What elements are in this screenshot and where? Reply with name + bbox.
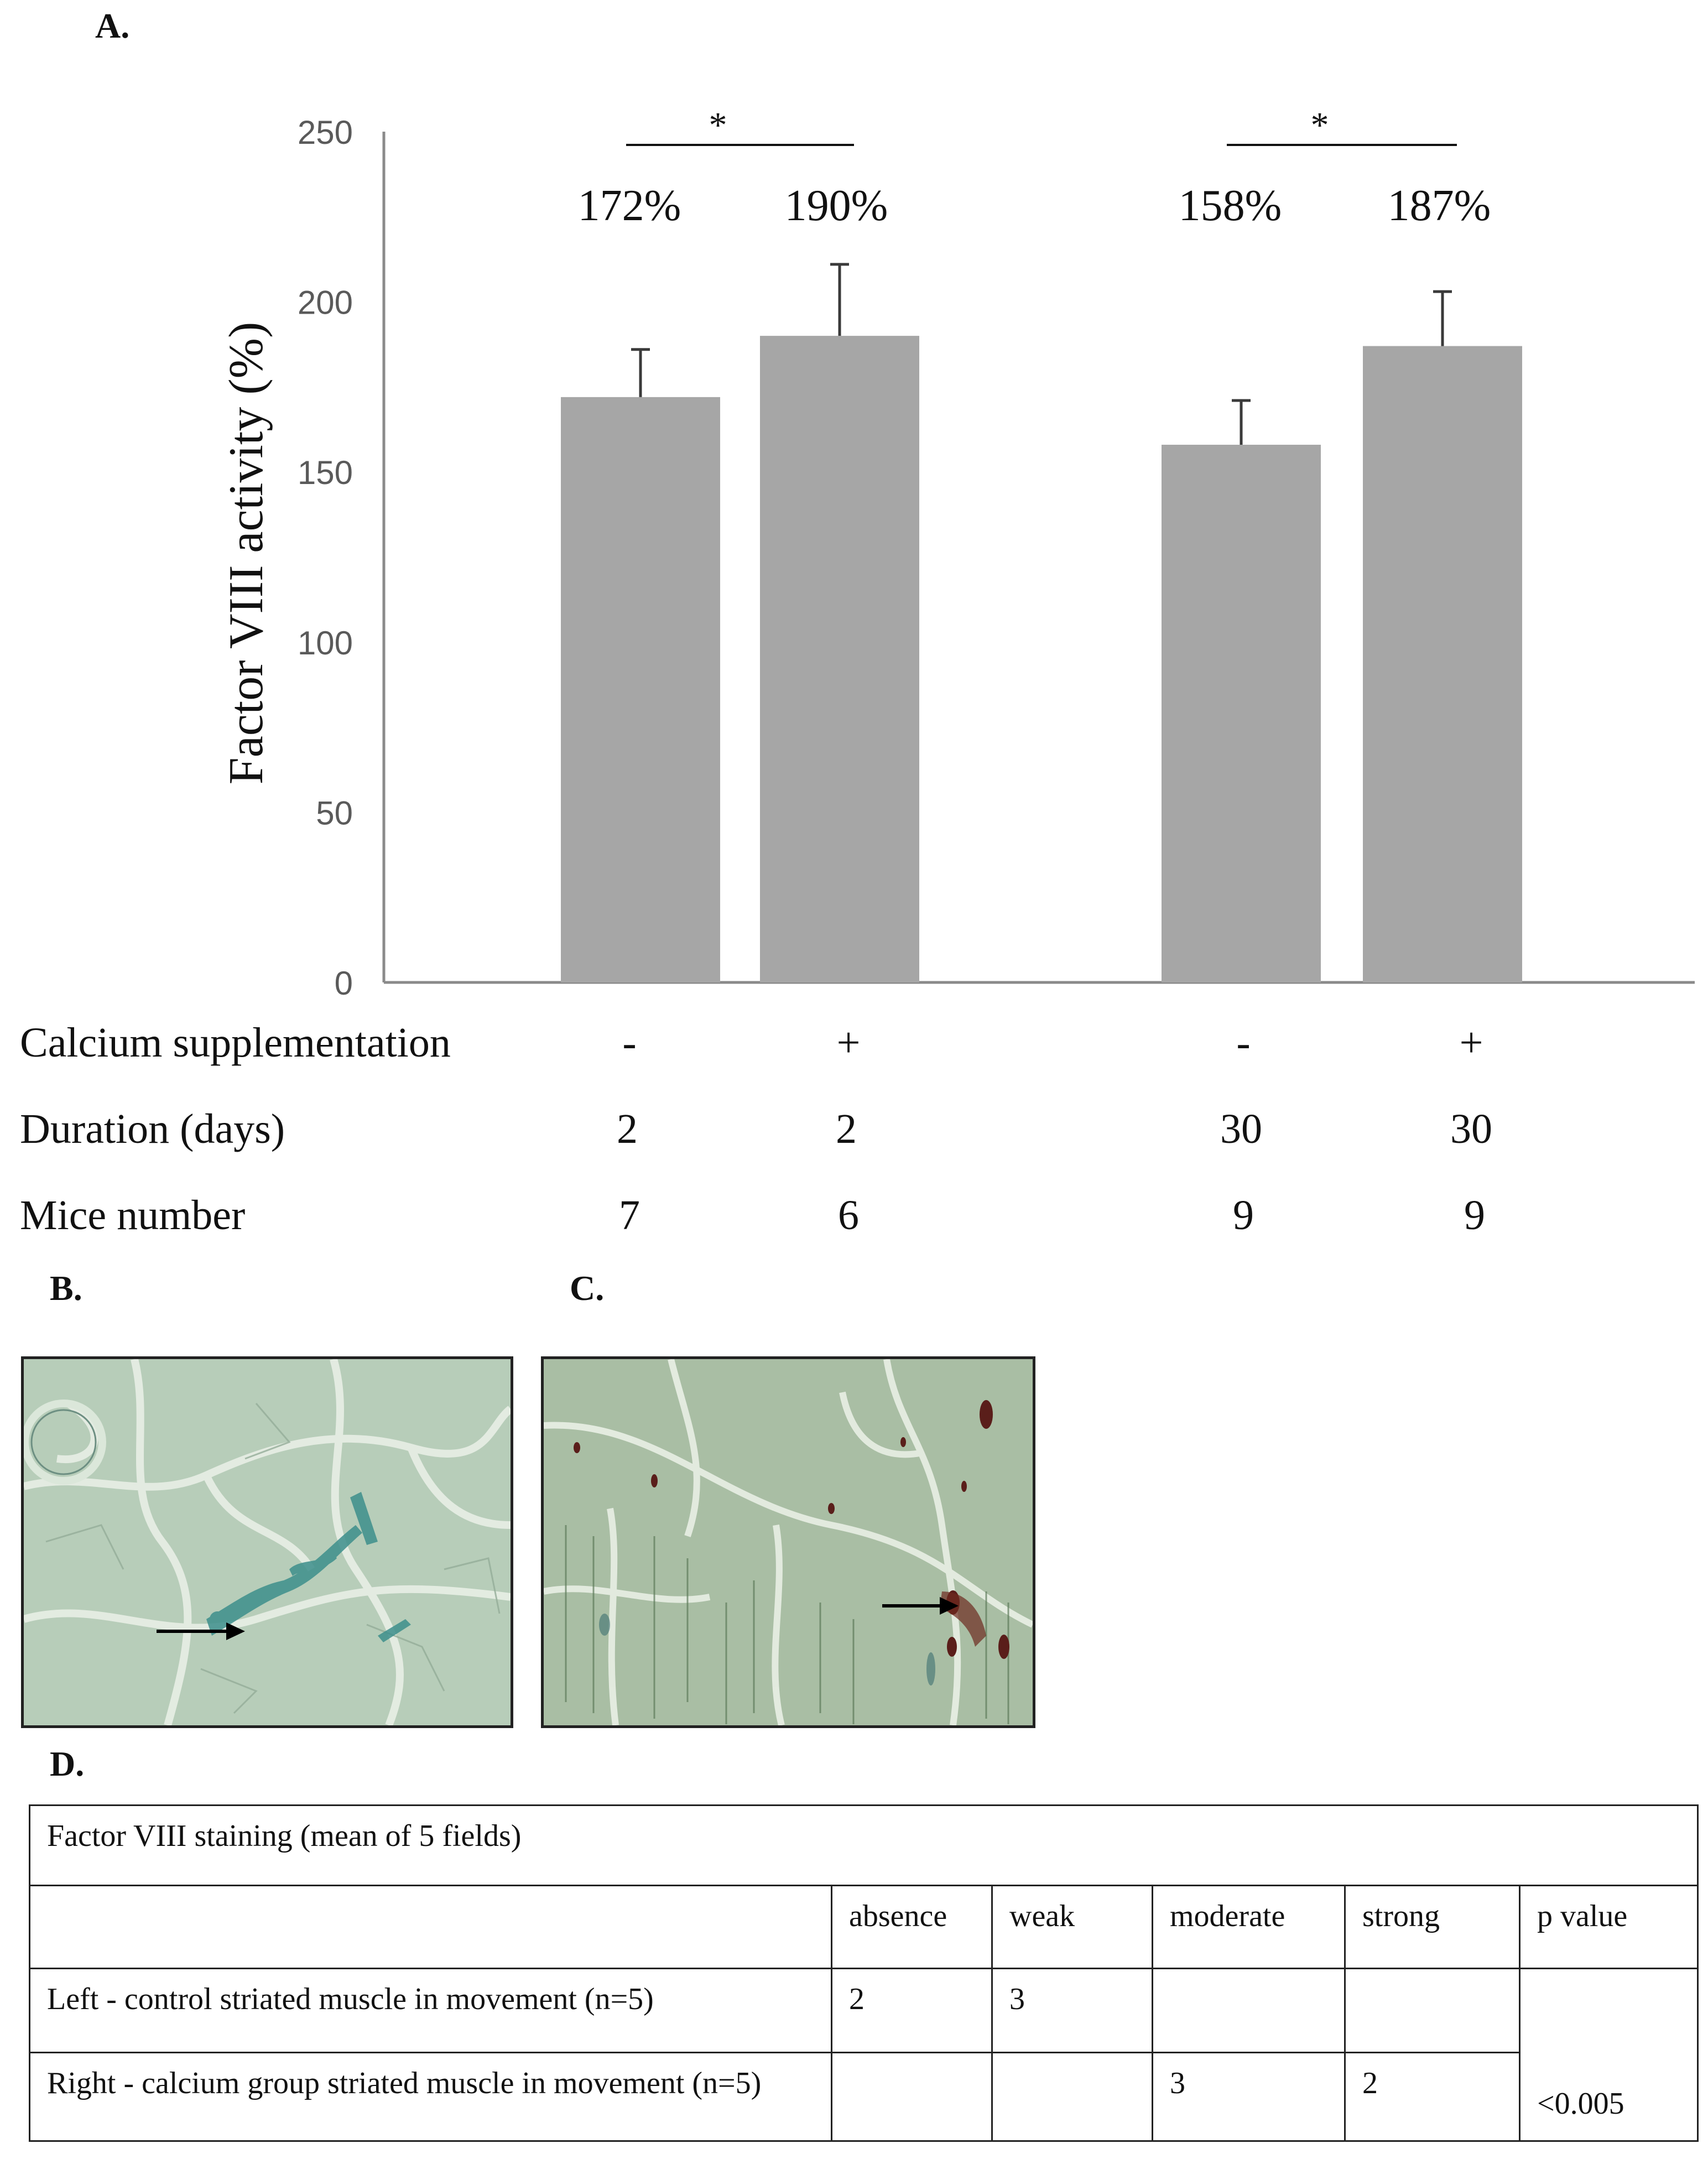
duration-value: 30: [1220, 1106, 1262, 1152]
y-tick-label: 250: [298, 114, 353, 151]
duration-row-label: Duration (days): [20, 1106, 285, 1152]
table-header: [29, 1885, 832, 1969]
mice-value: 9: [1464, 1192, 1485, 1239]
micrograph-c: [541, 1356, 1035, 1728]
data-label: 158%: [1179, 181, 1282, 230]
table-cell: [1344, 1968, 1520, 2053]
table-cell: 3: [991, 1968, 1153, 2053]
p-value-cell: <0.005: [1518, 1968, 1699, 2142]
calcium-value: -: [622, 1019, 637, 1066]
panel-b-letter: B.: [50, 1268, 82, 1308]
table-header: absence: [831, 1885, 993, 1969]
table-cell: [831, 2052, 993, 2142]
mice-row-label: Mice number: [20, 1192, 246, 1239]
y-tick-label: 50: [316, 794, 353, 831]
data-label: 187%: [1388, 181, 1491, 230]
bar: [760, 336, 919, 982]
table-header: p value: [1518, 1885, 1699, 1969]
table-header: moderate: [1152, 1885, 1346, 1969]
mice-value: 9: [1233, 1192, 1254, 1239]
bar: [1363, 346, 1522, 983]
calcium-row-label: Calcium supplementation: [20, 1019, 451, 1066]
calcium-value: +: [836, 1019, 861, 1066]
significance-star: *: [1311, 105, 1329, 145]
panel-d-letter: D.: [50, 1744, 85, 1783]
row-label: Right - calcium group striated muscle in…: [29, 2052, 832, 2142]
y-axis-label: Factor VIII activity (%): [220, 322, 273, 785]
significance-star: *: [709, 105, 727, 145]
y-tick-label: 0: [335, 965, 353, 1002]
mice-value: 6: [838, 1192, 859, 1239]
bar: [1162, 444, 1321, 982]
data-label: 190%: [785, 181, 888, 230]
table-row: Left - control striated muscle in moveme…: [29, 1968, 1699, 2142]
bar: [561, 397, 720, 983]
panel-c-letter: C.: [570, 1268, 605, 1308]
y-tick-label: 150: [298, 454, 353, 491]
table-cell: [1152, 1968, 1346, 2053]
y-tick-label: 100: [298, 625, 353, 662]
table-header: strong: [1344, 1885, 1520, 1969]
staining-table: Factor VIII staining (mean of 5 fields) …: [28, 1804, 1699, 2142]
table-row: Right - calcium group striated muscle in…: [29, 2052, 1698, 2142]
calcium-value: +: [1459, 1019, 1483, 1066]
calcium-value: -: [1236, 1019, 1251, 1066]
y-tick-label: 200: [298, 284, 353, 321]
row-label: Left - control striated muscle in moveme…: [29, 1968, 832, 2053]
duration-value: 2: [617, 1106, 638, 1152]
micrograph-b: [21, 1356, 513, 1728]
table-cell: 3: [1152, 2052, 1346, 2142]
table-cell: 2: [831, 1968, 993, 2053]
table-cell: [991, 2052, 1153, 2142]
data-label: 172%: [578, 181, 681, 230]
panel-a-letter: A.: [95, 6, 130, 45]
table-title: Factor VIII staining (mean of 5 fields): [28, 1804, 1699, 1886]
table-header: weak: [991, 1885, 1153, 1969]
factor-viii-bar-chart: 0 50 100 150 200 250 172% 190% 158% 187% * * Fact…: [220, 105, 1695, 1002]
duration-value: 2: [836, 1106, 857, 1152]
mice-value: 7: [619, 1192, 640, 1239]
table-cell: 2: [1344, 2052, 1520, 2142]
duration-value: 30: [1450, 1106, 1492, 1152]
